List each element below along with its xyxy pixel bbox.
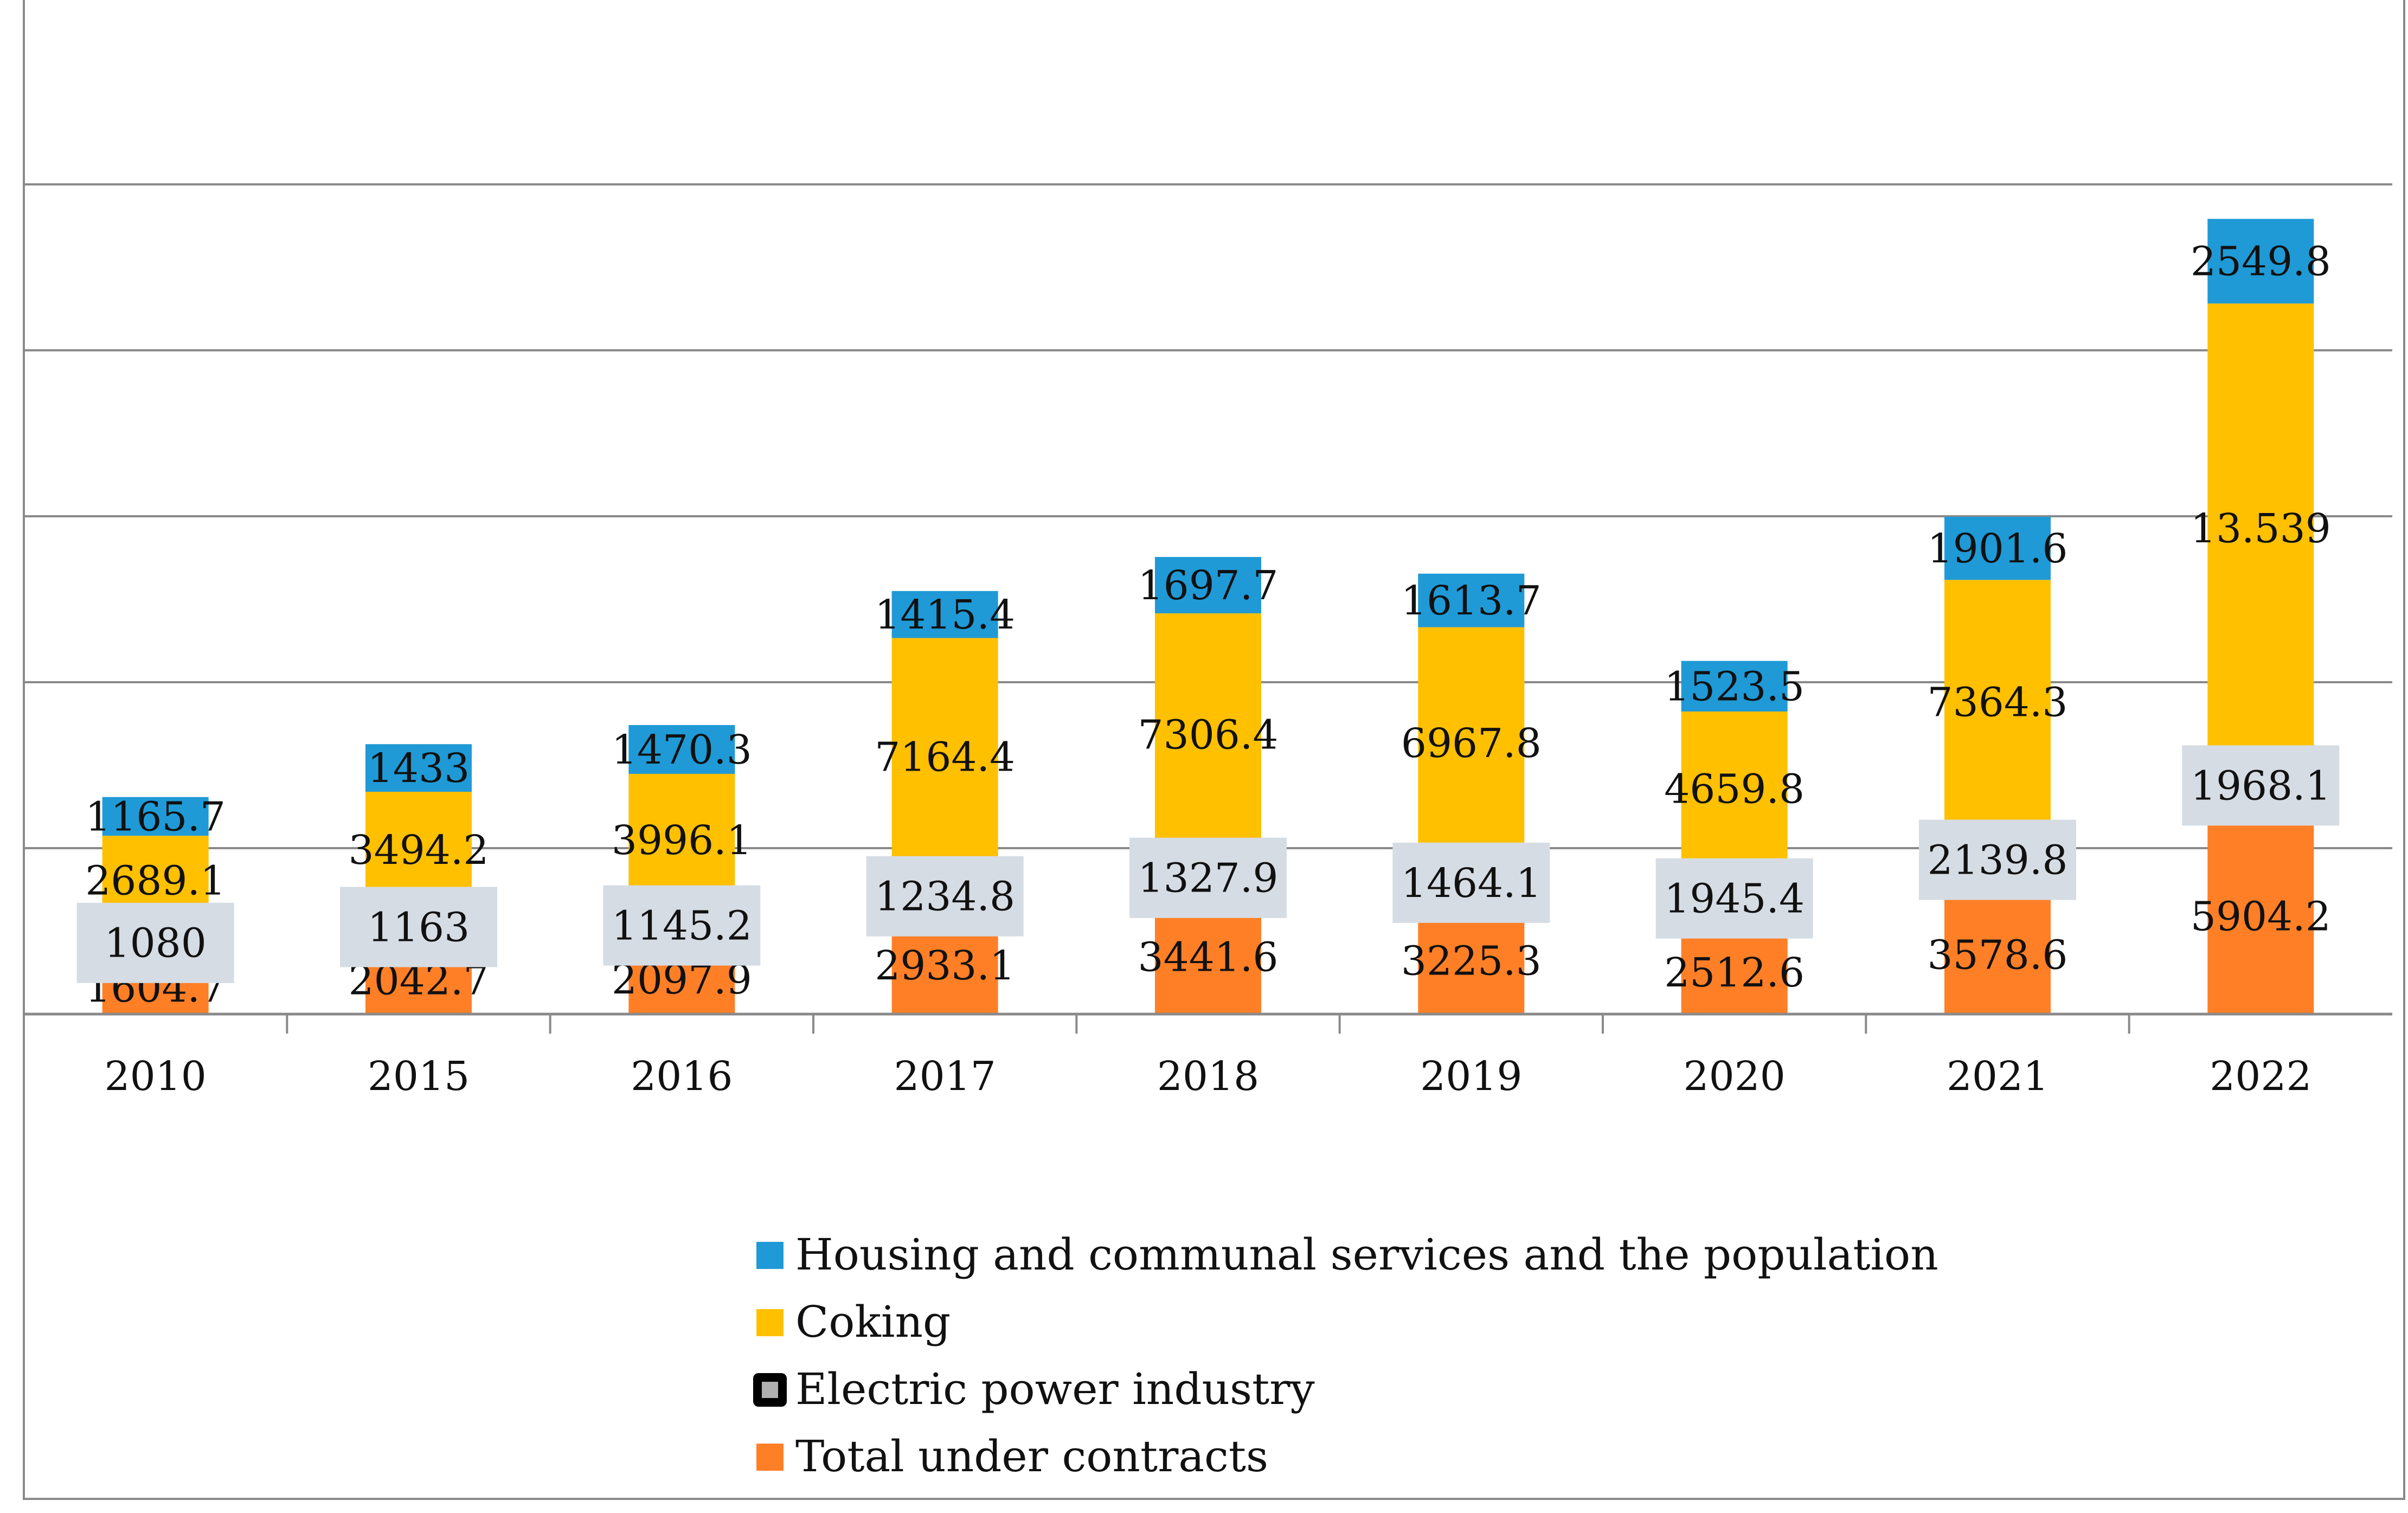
legend-label: Electric power industry [795,1364,1315,1414]
data-label-box-2010 [76,902,234,983]
x-tick-label-2016: 2016 [631,1053,733,1100]
data-label-box-2019 [1392,842,1550,923]
data-label-housing-and-communal-services-and-the-population-2015: 1433 [368,745,470,792]
bar-coking-2020 [1681,711,1788,867]
x-tick-label-2015: 2015 [368,1053,470,1100]
bar-housing-and-communal-services-and-the-population-2020 [1681,661,1788,711]
x-tick-label-2021: 2021 [1947,1053,2049,1100]
bar-housing-and-communal-services-and-the-population-2019 [1418,573,1525,627]
data-label-coking-2021: 7364.3 [1928,679,2068,726]
data-label-electric-power-industry-2018: 1327.9 [1138,855,1279,902]
data-label-housing-and-communal-services-and-the-population-2021: 1901.6 [1928,525,2068,572]
data-label-total-under-contracts-2021: 3578.6 [1928,932,2068,978]
bar-coking-2018 [1155,613,1261,856]
x-axis: 2010 2015 2016 2017 2018 2019 2020 2021 2022 [24,1012,2392,1100]
legend-swatch [762,1382,778,1398]
data-label-electric-power-industry-2019: 1464.1 [1401,860,1542,907]
data-label-coking-2018: 7306.4 [1138,712,1279,759]
x-tick-label-2010: 2010 [105,1053,207,1100]
bar-housing-and-communal-services-and-the-population-2010 [102,797,209,836]
data-label-coking-2010: 2689.1 [85,857,226,904]
data-label-electric-power-industry-2021: 2139.8 [1928,837,2068,884]
bar-housing-and-communal-services-and-the-population-2017 [891,591,998,638]
data-label-housing-and-communal-services-and-the-population-2016: 1470.3 [612,727,752,773]
legend-swatch [756,1242,784,1269]
bar-coking-2017 [891,638,998,876]
x-tick-label-2017: 2017 [894,1053,996,1100]
data-label-coking-2019: 6967.8 [1401,720,1542,767]
data-label-coking-2016: 3996.1 [612,817,752,864]
data-label-coking-2015: 3494.2 [349,827,489,874]
data-label-box-2017 [866,856,1024,937]
data-label-box-2022 [2182,745,2340,826]
data-label-coking-2017: 7164.4 [875,734,1015,781]
legend-item-electric-power-industry: Electric power industry [753,1364,1315,1414]
data-label-housing-and-communal-services-and-the-population-2010: 1165.7 [85,793,226,840]
data-label-housing-and-communal-services-and-the-population-2020: 1523.5 [1664,663,1805,710]
data-label-total-under-contracts-2019: 3225.3 [1401,938,1542,984]
legend-swatch [756,1444,784,1471]
data-labels: 1604.710802689.11165.72042.711633494.214… [76,239,2340,1011]
data-label-electric-power-industry-2015: 1163 [368,904,470,951]
data-label-total-under-contracts-2017: 2933.1 [875,943,1015,989]
data-label-coking-2020: 4659.8 [1664,766,1805,813]
bar-coking-2019 [1418,627,1525,859]
data-label-total-under-contracts-2018: 3441.6 [1138,934,1279,981]
data-label-electric-power-industry-2022: 1968.1 [2191,762,2331,809]
legend: Housing and communal services and the po… [753,1229,1938,1482]
bar-total-under-contracts-2019 [1418,907,1525,1014]
bar-housing-and-communal-services-and-the-population-2018 [1155,557,1261,613]
bar-total-under-contracts-2021 [1944,895,2051,1014]
bar-total-under-contracts-2022 [2207,818,2314,1014]
legend-item-coking: Coking [756,1297,951,1347]
data-label-housing-and-communal-services-and-the-population-2018: 1697.7 [1138,562,1279,609]
data-label-housing-and-communal-services-and-the-population-2022: 2549.8 [2191,239,2331,285]
legend-label: Total under contracts [795,1431,1268,1482]
bar-housing-and-communal-services-and-the-population-2015 [365,744,472,792]
legend-swatch [756,1309,784,1336]
data-label-box-2018 [1129,837,1287,918]
bar-coking-2022 [2207,303,2314,753]
data-label-box-2016 [603,885,761,966]
legend-label: Coking [795,1297,951,1347]
bar-housing-and-communal-services-and-the-population-2016 [628,725,735,774]
data-label-electric-power-industry-2016: 1145.2 [612,903,752,950]
bar-coking-2016 [628,773,735,907]
data-label-housing-and-communal-services-and-the-population-2017: 1415.4 [875,592,1015,638]
data-label-total-under-contracts-2022: 5904.2 [2191,893,2331,940]
x-tick-label-2018: 2018 [1157,1053,1259,1100]
bar-total-under-contracts-2018 [1155,900,1261,1014]
legend-item-total-under-contracts: Total under contracts [756,1431,1268,1482]
data-label-electric-power-industry-2020: 1945.4 [1664,876,1805,922]
x-tick-label-2019: 2019 [1420,1053,1522,1100]
x-tick-label-2022: 2022 [2210,1053,2311,1100]
data-label-electric-power-industry-2010: 1080 [105,920,207,967]
data-label-housing-and-communal-services-and-the-population-2019: 1613.7 [1401,578,1542,624]
data-label-box-2020 [1655,858,1813,939]
bar-housing-and-communal-services-and-the-population-2021 [1944,516,2051,580]
x-tick-label-2020: 2020 [1684,1053,1786,1100]
legend-item-housing-and-communal-services-and-the-population: Housing and communal services and the po… [756,1229,1938,1280]
data-label-box-2015 [340,887,497,967]
data-label-coking-2022: 13.539 [2191,505,2331,552]
bar-total-under-contracts-2020 [1681,931,1788,1014]
legend-label: Housing and communal services and the po… [795,1229,1938,1280]
bar-housing-and-communal-services-and-the-population-2022 [2207,219,2314,304]
data-label-box-2021 [1919,819,2076,900]
data-label-total-under-contracts-2020: 2512.6 [1664,950,1805,996]
data-label-electric-power-industry-2017: 1234.8 [875,874,1015,920]
bar-coking-2021 [1944,580,2051,825]
